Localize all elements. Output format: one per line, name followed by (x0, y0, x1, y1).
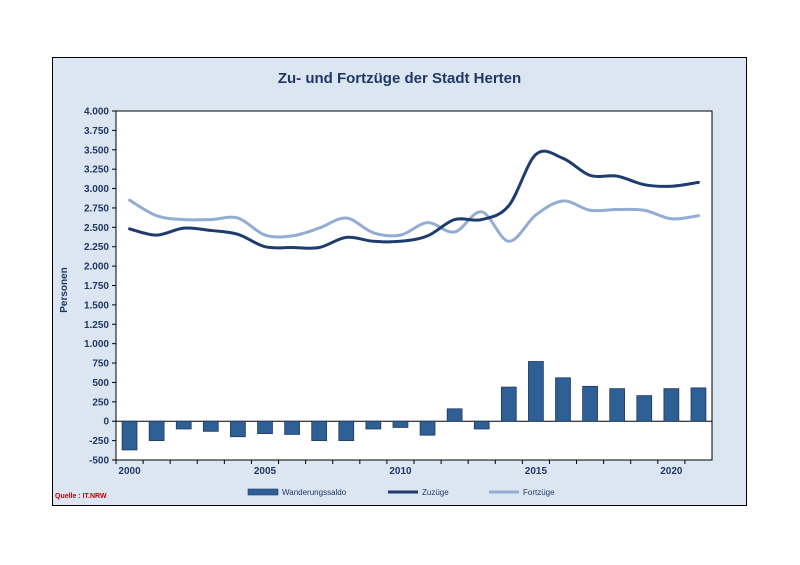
y-tick-label: 4.000 (84, 107, 109, 118)
bar-wanderungssaldo (636, 395, 653, 422)
y-tick-label: 3.500 (84, 145, 109, 156)
y-tick-label: 1.000 (84, 339, 109, 350)
y-tick-label: 1.500 (84, 300, 109, 311)
x-tick-label: 2005 (254, 466, 277, 477)
y-tick-label: 3.750 (84, 126, 109, 137)
bar-wanderungssaldo (311, 420, 328, 442)
y-tick-label: 0 (103, 417, 109, 428)
y-tick-label: 3.250 (84, 165, 109, 176)
bar-wanderungssaldo (555, 377, 571, 422)
chart-title: Zu- und Fortzüge der Stadt Herten (277, 70, 522, 87)
bar-wanderungssaldo (690, 387, 707, 422)
y-tick-label: 750 (92, 359, 109, 370)
bar-wanderungssaldo (392, 420, 409, 428)
legend: Wanderungssaldo Zuzüge Fortzüge (247, 488, 555, 497)
y-tick-label: -500 (89, 456, 109, 467)
y-tick-label: 2.250 (84, 242, 109, 253)
y-tick-label: 1.750 (84, 281, 109, 292)
bar-wanderungssaldo (500, 386, 517, 422)
y-tick-label: 500 (92, 378, 109, 389)
bar-wanderungssaldo (338, 420, 355, 442)
y-tick-label: 250 (92, 397, 109, 408)
x-tick-label: 2015 (525, 466, 548, 477)
bar-wanderungssaldo (148, 420, 165, 442)
y-tick-label: 2.750 (84, 203, 109, 214)
x-tick-label: 2010 (389, 466, 412, 477)
x-tick-label: 2020 (660, 466, 683, 477)
bar-wanderungssaldo (582, 385, 598, 422)
bar-wanderungssaldo (284, 420, 300, 435)
bar-wanderungssaldo (230, 420, 246, 438)
y-axis-label: Personen (59, 267, 70, 313)
y-tick-label: 2.000 (84, 262, 109, 273)
bar-wanderungssaldo (473, 420, 490, 430)
bar-wanderungssaldo (121, 420, 138, 451)
x-tick-label: 2000 (118, 466, 141, 477)
legend-wanderungssaldo-swatch (247, 488, 279, 496)
bar-wanderungssaldo (528, 361, 544, 422)
legend-zuzuege-label: Zuzüge (422, 488, 449, 497)
bar-wanderungssaldo (202, 420, 219, 432)
legend-wanderungssaldo-label: Wanderungssaldo (282, 488, 347, 497)
y-tick-label: 2.500 (84, 223, 109, 234)
y-tick-label: -250 (89, 436, 109, 447)
bar-wanderungssaldo (609, 388, 626, 422)
y-tick-label: 3.000 (84, 184, 109, 195)
bar-wanderungssaldo (419, 420, 436, 436)
bar-wanderungssaldo (663, 388, 680, 422)
plot-area: 4.000 3.750 3.500 3.250 3.000 2.750 2.500 2.250… (84, 107, 713, 477)
bar-wanderungssaldo (446, 408, 463, 422)
bar-wanderungssaldo (257, 420, 273, 435)
line-fortzuege (128, 198, 700, 243)
bar-wanderungssaldo (175, 420, 192, 430)
line-zuzuege (128, 149, 700, 250)
bar-wanderungssaldo (365, 420, 382, 430)
y-tick-label: 1.250 (84, 320, 109, 331)
legend-fortzuege-label: Fortzüge (523, 488, 555, 497)
source-label: Quelle : IT.NRW (55, 493, 107, 500)
